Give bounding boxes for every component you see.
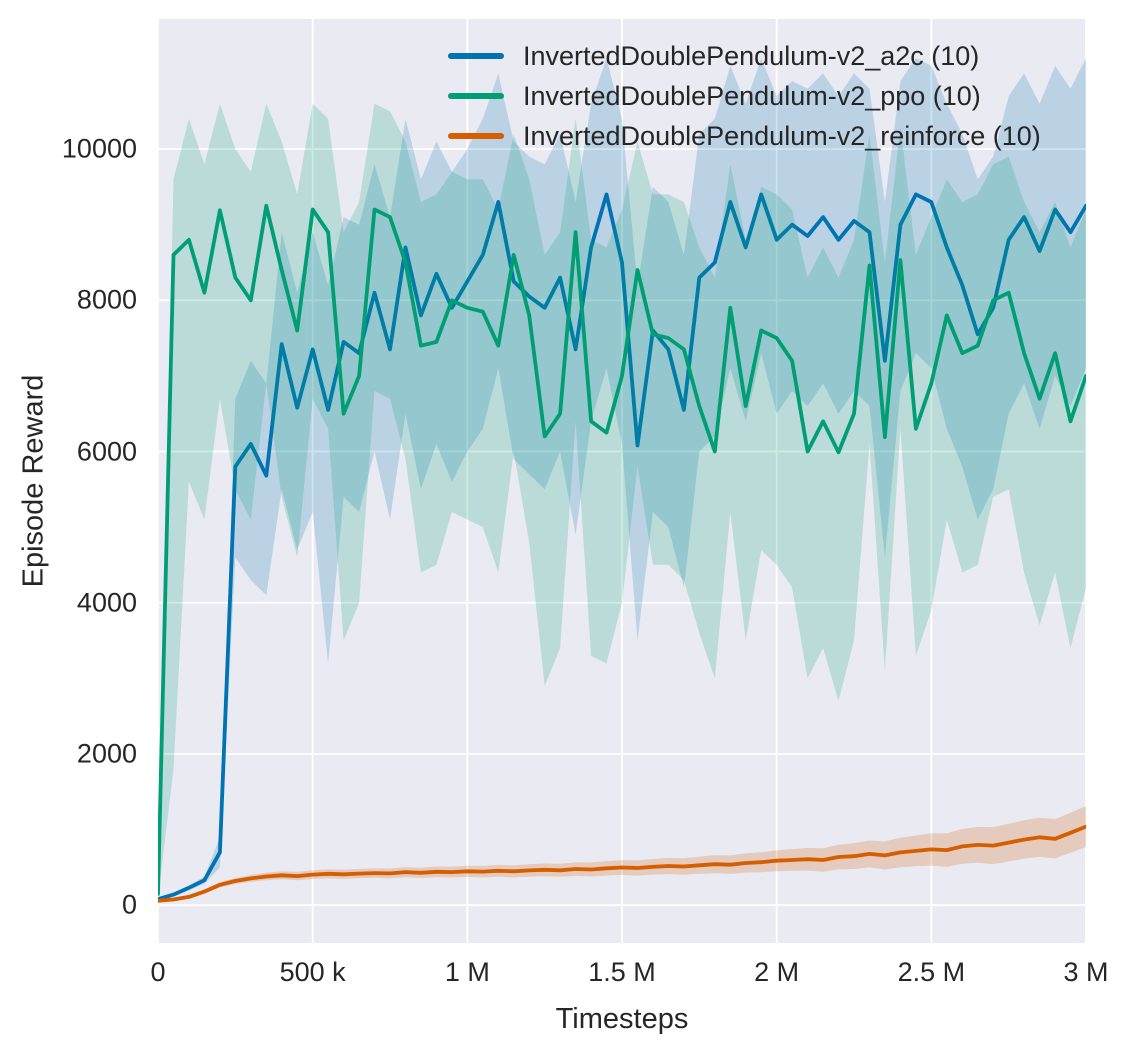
y-tick-label: 8000	[76, 284, 137, 315]
legend-line-swatch	[448, 93, 504, 99]
legend-item: InvertedDoublePendulum-v2_ppo (10)	[448, 76, 1041, 116]
series-line	[158, 824, 1086, 903]
y-tick-label: 0	[121, 889, 137, 920]
gridlines	[157, 19, 1087, 943]
y-axis-label: Episode Reward	[17, 374, 50, 588]
confidence-band	[158, 806, 1086, 902]
x-tick-label: 500 k	[279, 957, 346, 987]
legend-line-swatch	[448, 133, 504, 139]
y-tick-label: 6000	[76, 436, 137, 466]
legend-item: InvertedDoublePendulum-v2_a2c (10)	[448, 36, 1041, 76]
series-line	[158, 203, 1086, 896]
x-tick-label: 2 M	[754, 957, 800, 987]
series-1	[158, 103, 1086, 898]
legend-item: InvertedDoublePendulum-v2_reinforce (10)	[448, 116, 1041, 156]
legend-label: InvertedDoublePendulum-v2_a2c (10)	[523, 40, 980, 71]
x-axis-label: Timesteps	[555, 1003, 689, 1035]
x-tick-label: 1 M	[444, 957, 490, 987]
x-tick-label: 2.5 M	[897, 957, 966, 987]
confidence-band	[158, 58, 1086, 900]
series-0	[158, 58, 1086, 901]
series-line	[158, 192, 1086, 901]
legend-line-swatch	[448, 53, 504, 59]
x-tick-label: 1.5 M	[588, 957, 656, 987]
legend-label: InvertedDoublePendulum-v2_ppo (10)	[523, 80, 981, 111]
legend: InvertedDoublePendulum-v2_a2c (10) Invert…	[448, 36, 1041, 156]
y-tick-label: 10000	[61, 133, 137, 164]
y-tick-label: 2000	[76, 738, 137, 769]
legend-label: InvertedDoublePendulum-v2_reinforce (10)	[523, 120, 1041, 151]
y-tick-label: 4000	[76, 587, 137, 618]
series-2	[158, 806, 1086, 903]
x-tick-label: 0	[150, 957, 166, 987]
confidence-band	[158, 103, 1086, 898]
x-tick-label: 3 M	[1063, 957, 1109, 987]
